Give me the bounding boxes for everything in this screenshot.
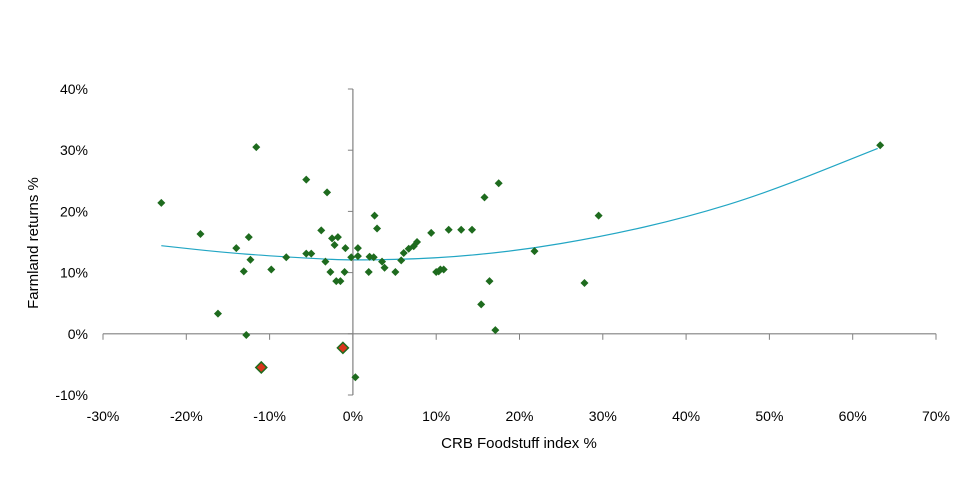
data-point	[341, 244, 350, 253]
y-tick-label: 30%	[60, 142, 88, 158]
x-tick-label: -30%	[87, 408, 120, 424]
x-tick-label: 70%	[922, 408, 950, 424]
x-tick-label: -10%	[253, 408, 286, 424]
data-point	[370, 211, 379, 220]
data-point	[444, 225, 453, 234]
data-point	[378, 257, 387, 266]
data-point	[332, 277, 341, 286]
data-point	[494, 179, 503, 188]
data-point	[157, 198, 166, 207]
data-point	[594, 211, 603, 220]
data-point	[380, 263, 389, 272]
data-point	[373, 224, 382, 233]
data-point	[333, 233, 342, 242]
data-point	[353, 244, 362, 253]
data-point	[477, 300, 486, 309]
data-point	[213, 309, 222, 318]
y-tick-label: 40%	[60, 81, 88, 97]
data-points	[157, 141, 885, 382]
y-axis-title: Farmland returns %	[25, 177, 42, 309]
data-point	[242, 331, 251, 340]
tick-labels: -30% -20% -10% 0% 10% 20% 30% 40% 50% 60% 70% 40% 30…	[55, 81, 950, 424]
x-tick-label: 60%	[839, 408, 867, 424]
x-tick-label: -20%	[170, 408, 203, 424]
y-tick-label: 0%	[68, 326, 88, 342]
data-point	[413, 238, 422, 246]
data-point	[340, 267, 349, 276]
data-point	[369, 253, 378, 262]
y-tick-label: -10%	[55, 387, 88, 403]
data-point	[391, 267, 400, 276]
data-point	[330, 241, 339, 250]
y-tick-label: 20%	[60, 203, 88, 219]
data-point	[364, 267, 373, 276]
data-point	[580, 279, 589, 288]
data-point	[326, 267, 335, 276]
data-point	[252, 143, 261, 152]
data-point	[328, 234, 337, 243]
data-point	[244, 233, 253, 242]
data-point	[302, 175, 311, 184]
data-point	[267, 265, 276, 274]
data-point	[321, 257, 330, 266]
data-point	[399, 249, 408, 258]
data-point	[530, 247, 539, 256]
trendline-layer	[161, 147, 878, 261]
data-point	[282, 253, 291, 262]
data-point	[480, 193, 489, 202]
x-tick-label: 40%	[672, 408, 700, 424]
data-point	[427, 228, 436, 237]
data-point	[336, 277, 345, 286]
highlighted-data-point	[336, 341, 350, 355]
data-point	[232, 244, 241, 253]
x-tick-label: 10%	[422, 408, 450, 424]
highlighted-data-point	[254, 360, 268, 375]
data-point	[439, 265, 448, 274]
data-point	[307, 249, 316, 258]
data-point	[351, 373, 360, 382]
data-point	[353, 252, 362, 261]
trendline	[161, 147, 878, 261]
data-point	[317, 226, 326, 235]
x-tick-label: 20%	[505, 408, 533, 424]
data-point	[468, 225, 477, 234]
data-point	[302, 249, 311, 258]
data-point	[485, 277, 494, 286]
data-point	[196, 230, 205, 239]
data-point	[347, 253, 356, 262]
data-point	[397, 256, 406, 265]
data-point	[239, 267, 248, 276]
data-point	[323, 188, 332, 197]
axes	[102, 88, 937, 396]
x-tick-label: 50%	[755, 408, 783, 424]
data-point	[246, 255, 255, 264]
data-point	[491, 326, 500, 335]
x-axis-title: CRB Foodstuff index %	[441, 435, 597, 452]
x-tick-label: 30%	[589, 408, 617, 424]
data-point	[457, 225, 466, 234]
data-point	[876, 141, 885, 150]
y-tick-label: 10%	[60, 265, 88, 281]
x-tick-label: 0%	[343, 408, 363, 424]
